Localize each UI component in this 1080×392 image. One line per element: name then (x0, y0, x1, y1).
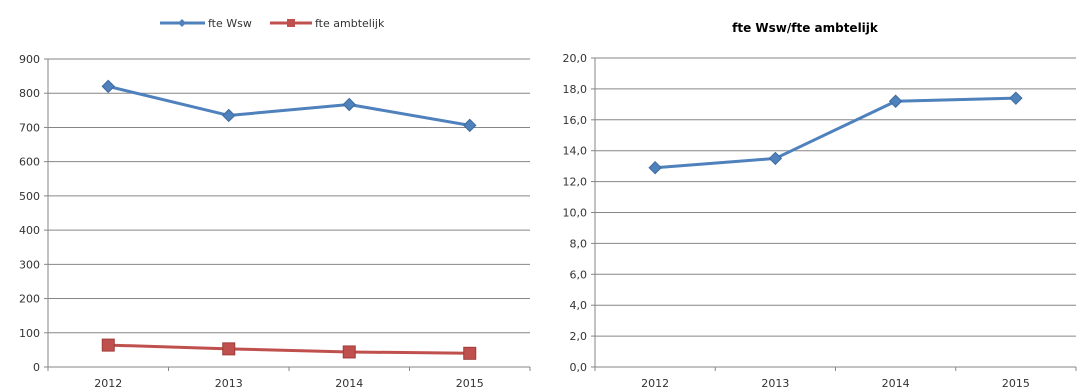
series-line-series (655, 96, 1016, 170)
y-tick-label: 8,0 (570, 237, 588, 250)
y-tick-label: 0 (33, 361, 40, 374)
legend-label-fte-ambtelijk: fte ambtelijk (315, 17, 385, 30)
data-point-fte-ambtelijk (222, 342, 236, 356)
y-tick-label: 6,0 (570, 268, 588, 281)
y-tick-label: 100 (19, 327, 40, 340)
x-tick-label: 2015 (1002, 377, 1030, 390)
x-tick-label: 2015 (456, 377, 484, 390)
legend-marker-fte-wsw (178, 19, 186, 27)
data-point-fte-ambtelijk (101, 338, 115, 352)
data-point-fte-wsw (222, 108, 236, 123)
chart-fte-ratio: fte Wsw/fte ambtelijk 0,0 2,0 4,0 6,0 8,0 10,… (540, 0, 1080, 392)
series-line-fte-ambtelijk (108, 343, 470, 355)
data-point-series (888, 94, 903, 108)
y-tick-label: 300 (19, 258, 40, 271)
data-point-series (768, 151, 783, 166)
y-tick-label: 500 (19, 190, 40, 203)
y-tick-label: 12,0 (563, 176, 588, 189)
y-tick-label: 900 (19, 53, 40, 66)
x-tick-label: 2012 (641, 377, 669, 390)
x-tick-label: 2012 (94, 377, 122, 390)
chart-right-svg: fte Wsw/fte ambtelijk 0,0 2,0 4,0 6,0 8,0 10,… (563, 21, 1077, 390)
y-tick-label: 10,0 (563, 207, 588, 220)
data-point-fte-wsw (101, 79, 115, 94)
data-point-fte-wsw (463, 118, 477, 133)
chart-fte-wsw-ambtelijk: fte Wsw fte ambtelijk 0 100 200 300 400 500 60… (19, 17, 531, 390)
data-point-fte-ambtelijk (342, 345, 356, 359)
y-tick-label: 2,0 (570, 330, 588, 343)
chart-left-svg: fte Wsw fte ambtelijk 0 100 200 300 400 500 60… (19, 17, 531, 390)
legend-label-fte-wsw: fte Wsw (208, 17, 252, 30)
y-tick-label: 700 (19, 121, 40, 134)
x-tick-label: 2013 (761, 377, 789, 390)
y-tick-label: 800 (19, 87, 40, 100)
series-line-fte-wsw (107, 84, 471, 127)
chart-title: fte Wsw/fte ambtelijk (732, 21, 879, 35)
y-tick-label: 600 (19, 156, 40, 169)
data-point-series (648, 160, 662, 175)
y-tick-label: 14,0 (563, 145, 588, 158)
data-point-fte-wsw (342, 97, 356, 112)
legend: fte Wsw fte ambtelijk (160, 17, 385, 30)
y-tick-label: 4,0 (570, 299, 588, 312)
legend-marker-fte-ambtelijk (287, 19, 295, 27)
y-tick-label: 0,0 (570, 361, 588, 374)
x-tick-label: 2014 (882, 377, 910, 390)
data-point-series (1009, 91, 1023, 105)
y-tick-label: 16,0 (563, 114, 588, 127)
x-tick-label: 2014 (335, 377, 363, 390)
data-point-fte-ambtelijk (463, 346, 477, 360)
y-tick-label: 18,0 (563, 83, 588, 96)
y-tick-label: 200 (19, 293, 40, 306)
y-tick-label: 400 (19, 224, 40, 237)
y-tick-label: 20,0 (563, 52, 588, 65)
x-tick-label: 2013 (215, 377, 243, 390)
